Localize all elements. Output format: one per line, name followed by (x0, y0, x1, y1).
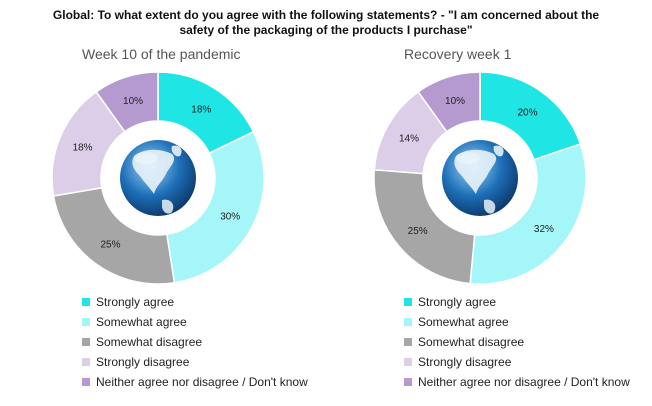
slice-label-strongly-agree: 20% (517, 107, 537, 118)
slice-label-strongly-disagree: 14% (399, 133, 419, 144)
legend-label: Strongly agree (418, 295, 497, 309)
legend-label: Somewhat disagree (96, 335, 203, 349)
slice-label-neither: 10% (123, 96, 143, 107)
legend-swatch (404, 338, 412, 346)
donut-slice-somewhat-agree (165, 130, 265, 284)
legend-label: Somewhat disagree (418, 335, 525, 349)
legend-swatch (404, 318, 412, 326)
legend-label: Somewhat agree (96, 315, 187, 329)
donut-slice-neither (95, 71, 159, 133)
legend-swatch (82, 338, 90, 346)
donut-title-week10: Week 10 of the pandemic (82, 46, 241, 62)
legend-swatch (82, 358, 90, 366)
legend-label: Neither agree nor disagree / Don't know (96, 375, 308, 389)
legend-swatch (404, 298, 412, 306)
slice-label-strongly-disagree: 18% (73, 143, 93, 154)
legend-swatch (404, 358, 412, 366)
legend-swatch (82, 378, 90, 386)
donut-slice-somewhat-agree (469, 143, 587, 285)
legend-swatch (404, 378, 412, 386)
globe-icon (120, 140, 196, 216)
slice-label-neither: 10% (445, 96, 465, 107)
chart-title-line-2: safety of the packaging of the products … (179, 23, 473, 37)
globe-icon (442, 140, 518, 216)
slice-label-strongly-agree: 18% (191, 104, 211, 115)
donut-chart-recovery: 20% 32% 25% 14% 10% (373, 71, 587, 285)
legend-label: Somewhat agree (418, 315, 509, 329)
donut-chart-week10: 18% 30% 25% 18% 10% (51, 71, 265, 285)
slice-label-somewhat-disagree: 25% (100, 240, 120, 251)
slice-label-somewhat-disagree: 25% (408, 226, 428, 237)
donut-slice-somewhat-disagree (52, 186, 176, 285)
slice-label-somewhat-agree: 30% (220, 211, 240, 222)
legend-swatch (82, 318, 90, 326)
legend-label: Strongly disagree (418, 355, 512, 369)
donut-slice-somewhat-disagree (373, 168, 476, 285)
slice-label-somewhat-agree: 32% (534, 224, 554, 235)
legend-label: Neither agree nor disagree / Don't know (418, 375, 630, 389)
legend-label: Strongly disagree (96, 355, 190, 369)
donut-title-recovery: Recovery week 1 (404, 46, 512, 62)
chart-title: Global: To what extent do you agree with… (40, 8, 612, 38)
chart-title-line-1: Global: To what extent do you agree with… (52, 8, 600, 22)
donut-slice-neither (417, 71, 481, 133)
legend-swatch (82, 298, 90, 306)
legend-label: Strongly agree (96, 295, 175, 309)
